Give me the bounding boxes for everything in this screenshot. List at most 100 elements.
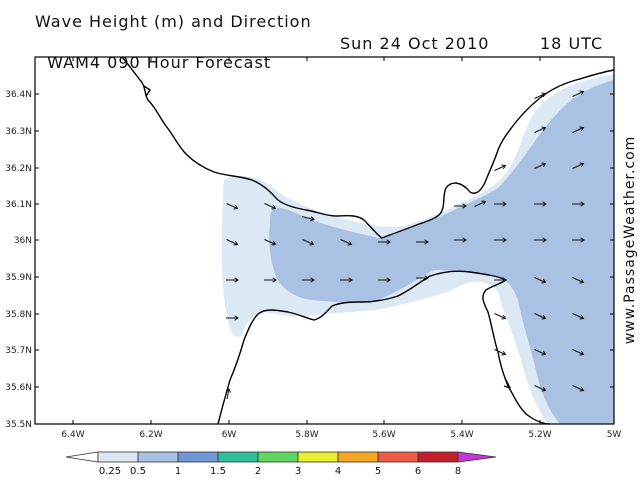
colorbar-label: 8 [455, 466, 461, 477]
wave-arrow-head [502, 277, 507, 283]
lat-label: 36.4N [5, 90, 32, 100]
colorbar-label: 5 [375, 466, 381, 477]
lat-label: 35.9N [5, 273, 32, 283]
colorbar-segment [137, 451, 179, 463]
wave-arrow-head [501, 350, 507, 356]
wave-arrow-head [309, 240, 315, 246]
wave-arrow [226, 203, 238, 209]
cape-detail [143, 85, 151, 97]
wave-arrow-head [579, 162, 585, 168]
wave-shading [222, 74, 614, 424]
wave-arrow-head [580, 201, 585, 207]
wave-arrow-head [386, 239, 391, 245]
colorbar-label: 4 [335, 466, 341, 477]
wave-arrow-head [386, 277, 391, 283]
wave-arrow [264, 239, 276, 245]
wave-arrow-head [481, 200, 487, 206]
colorbar: 0.25 0.5 1 1.5 2 3 4 5 6 8 [65, 451, 497, 477]
lat-label: 36.2N [5, 164, 32, 174]
wave-arrow [494, 349, 506, 355]
wave-arrow-head [233, 240, 239, 246]
lon-label: 5.8W [295, 430, 318, 440]
model-label: WAM4 090 Hour Forecast [47, 53, 272, 72]
watermark: www.PassageWeather.com [622, 136, 638, 345]
wave-arrow-head [501, 314, 507, 320]
lon-label: 6W [222, 430, 237, 440]
medium-wave-area [269, 80, 614, 424]
wave-arrow-head [542, 201, 547, 207]
wave-arrow [534, 277, 546, 283]
colorbar-label: 6 [415, 466, 421, 477]
wave-arrow [572, 313, 584, 319]
colorbar-min-end [65, 451, 99, 463]
colorbar-label: 0.25 [99, 466, 121, 477]
wave-arrow [572, 385, 584, 391]
wave-arrow [302, 239, 314, 245]
colorbar-segment [417, 451, 459, 463]
wave-arrow-head [424, 239, 429, 245]
colorbar-label: 0.5 [130, 466, 146, 477]
wave-arrow-head [579, 126, 585, 132]
lat-label: 35.8N [5, 310, 32, 320]
wave-arrow-head [541, 278, 547, 284]
lat-label: 36.1N [5, 200, 32, 210]
colorbar-segment [97, 451, 139, 463]
colorbar-segment [377, 451, 419, 463]
wave-arrow [572, 277, 584, 283]
wave-arrow-head [579, 386, 585, 392]
latitude-axis: 36.4N 36.3N 36.2N 36.1N 36N 35.9N 35.8N 35.7N 35… [5, 90, 614, 430]
wave-arrow-head [541, 350, 547, 356]
wave-arrow-head [579, 314, 585, 320]
colorbar-segment [297, 451, 339, 463]
wave-arrow-head [542, 237, 547, 243]
colorbar-segment [217, 451, 259, 463]
wave-arrow-head [234, 277, 239, 283]
lon-label: 5W [607, 430, 622, 440]
lat-label: 36.3N [5, 127, 32, 137]
wave-arrow [226, 388, 230, 400]
wave-arrow [534, 349, 546, 355]
wave-arrow [572, 163, 584, 169]
wave-arrow-head [462, 237, 467, 243]
lon-label: 5.2W [528, 430, 551, 440]
wave-arrow-head [579, 278, 585, 284]
wave-arrow-head [541, 314, 547, 320]
wave-arrow-head [580, 237, 585, 243]
wave-arrow [534, 93, 546, 99]
colorbar-segment [177, 451, 219, 463]
wave-arrow-head [271, 240, 277, 246]
colorbar-segment [337, 451, 379, 463]
wave-arrow-head [502, 201, 507, 207]
wave-arrow-head [579, 90, 585, 96]
wave-arrow-head [225, 388, 231, 393]
wave-arrow [534, 385, 546, 391]
colorbar-label: 2 [255, 466, 261, 477]
wave-arrow [340, 239, 352, 245]
coast-spain [121, 56, 615, 239]
wave-direction-arrows [225, 90, 585, 400]
wave-arrow-head [272, 277, 277, 283]
chart-title: Wave Height (m) and Direction [35, 12, 312, 31]
lat-label: 35.5N [5, 420, 32, 430]
colorbar-label: 1 [175, 466, 181, 477]
forecast-date: Sun 24 Oct 2010 [340, 34, 490, 53]
wave-arrow-head [501, 164, 507, 170]
wave-arrow-head [271, 204, 277, 210]
wave-arrow [572, 91, 584, 97]
lon-label: 6.2W [139, 430, 162, 440]
wave-arrow-head [233, 204, 239, 210]
wave-arrow [534, 163, 546, 169]
longitude-axis: 6.4W 6.2W 6W 5.8W 5.6W 5.4W 5.2W 5W [61, 57, 621, 440]
colorbar-label: 3 [295, 466, 301, 477]
forecast-subtitle: WAM4 090 Hour Forecast Sun 24 Oct 2010 1… [35, 34, 602, 110]
wave-arrow [572, 349, 584, 355]
wave-arrow-head [541, 386, 547, 392]
wave-arrow-head [541, 92, 547, 98]
wave-arrow-head [347, 240, 353, 246]
coast-morocco [217, 270, 551, 425]
wave-arrow [301, 216, 315, 220]
wave-arrow-head [541, 162, 547, 168]
wave-arrow-head [424, 275, 429, 281]
wave-arrow-head [462, 203, 467, 209]
